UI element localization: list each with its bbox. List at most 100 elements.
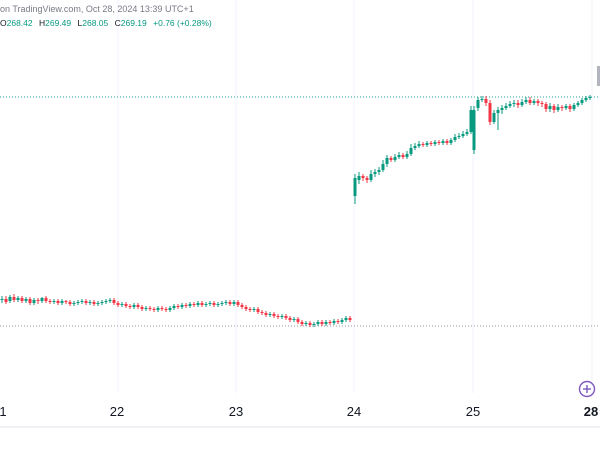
time-axis-label: 23 xyxy=(229,404,243,419)
candle-body xyxy=(457,136,461,137)
high-value: 269.49 xyxy=(45,18,72,28)
candle-body xyxy=(120,304,124,305)
candle-body xyxy=(365,178,369,180)
candle-body xyxy=(461,134,465,136)
candle-body xyxy=(228,302,232,304)
candle-body xyxy=(112,300,116,303)
candle-body xyxy=(200,303,204,305)
candle-body xyxy=(0,299,4,300)
candle-body xyxy=(405,154,409,157)
candle-body xyxy=(373,172,377,174)
time-axis-label: 24 xyxy=(347,404,361,419)
candle-body xyxy=(437,142,441,143)
candle-body xyxy=(180,305,184,307)
candle-body xyxy=(108,300,112,301)
candle-body xyxy=(140,307,144,309)
candle-body xyxy=(260,312,264,313)
candle-body xyxy=(212,303,216,305)
candle-body xyxy=(284,316,288,318)
candle-body xyxy=(92,302,96,304)
candle-body xyxy=(336,321,340,322)
candle-body xyxy=(324,322,328,324)
candle-body xyxy=(272,314,276,316)
candle-body xyxy=(152,309,156,310)
candle-body xyxy=(4,299,8,302)
time-axis-label: 22 xyxy=(110,404,124,419)
low-label: L xyxy=(77,18,83,28)
candle-body xyxy=(220,303,224,304)
candle-body xyxy=(556,107,560,110)
candle-body xyxy=(540,103,544,104)
candle-body xyxy=(168,308,172,310)
candle-body xyxy=(176,306,180,307)
candle-body xyxy=(369,174,373,180)
high-label: H xyxy=(39,18,46,28)
candle-body xyxy=(308,323,312,325)
candle-body xyxy=(136,305,140,307)
candle-body xyxy=(532,101,536,103)
candle-body xyxy=(508,104,512,106)
candle-body xyxy=(32,300,36,303)
candle-body xyxy=(465,132,469,134)
candle-body xyxy=(296,319,300,322)
candle-body xyxy=(240,305,244,307)
candle-body xyxy=(484,99,488,103)
candle-body xyxy=(344,318,348,320)
candle-body xyxy=(564,106,568,108)
candle-body xyxy=(413,146,417,148)
candle-body xyxy=(288,318,292,320)
right-edge-marker xyxy=(597,66,600,86)
candle-body xyxy=(433,142,437,144)
candle-body xyxy=(520,102,524,105)
candle-body xyxy=(268,314,272,315)
time-axis-label: 1 xyxy=(0,404,7,419)
candle-body xyxy=(72,303,76,304)
candle-body xyxy=(560,107,564,108)
candle-body xyxy=(60,301,64,303)
candle-body xyxy=(188,304,192,306)
candle-body xyxy=(476,100,480,108)
candle-body xyxy=(429,143,433,144)
candle-body xyxy=(332,321,336,323)
candle-body xyxy=(20,298,24,301)
candle-body xyxy=(300,322,304,324)
candle-body xyxy=(192,304,196,305)
candle-body xyxy=(100,302,104,303)
candle-body xyxy=(393,157,397,160)
candle-body xyxy=(264,313,268,315)
candle-body xyxy=(224,302,228,303)
candle-body xyxy=(244,307,248,309)
plus-circle-icon[interactable] xyxy=(578,380,596,398)
candle-body xyxy=(361,176,365,178)
candle-body xyxy=(397,155,401,157)
candle-body xyxy=(480,99,484,100)
candle-body xyxy=(8,297,12,301)
candle-body xyxy=(96,303,100,304)
candle-body xyxy=(516,103,520,105)
candle-body xyxy=(76,302,80,303)
candle-body xyxy=(536,101,540,103)
candle-body xyxy=(104,301,108,302)
candle-body xyxy=(128,306,132,307)
candle-body xyxy=(389,158,393,160)
chart-source-title: on TradingView.com, Oct 28, 2024 13:39 U… xyxy=(0,4,194,14)
candle-body xyxy=(156,308,160,310)
candle-body xyxy=(52,301,56,302)
candle-body xyxy=(576,103,580,105)
candle-body xyxy=(292,319,296,320)
candle-body xyxy=(409,148,413,154)
candle-body xyxy=(453,137,457,140)
candle-body xyxy=(40,298,44,301)
candle-body xyxy=(353,178,357,196)
candle-body xyxy=(544,104,548,109)
candle-body xyxy=(44,298,48,301)
candle-body xyxy=(472,110,476,150)
candle-body xyxy=(148,308,152,309)
close-value: 269.19 xyxy=(120,18,147,28)
candle-body xyxy=(348,318,352,320)
candle-body xyxy=(204,304,208,305)
candle-body xyxy=(116,303,120,305)
candle-body xyxy=(16,298,20,300)
